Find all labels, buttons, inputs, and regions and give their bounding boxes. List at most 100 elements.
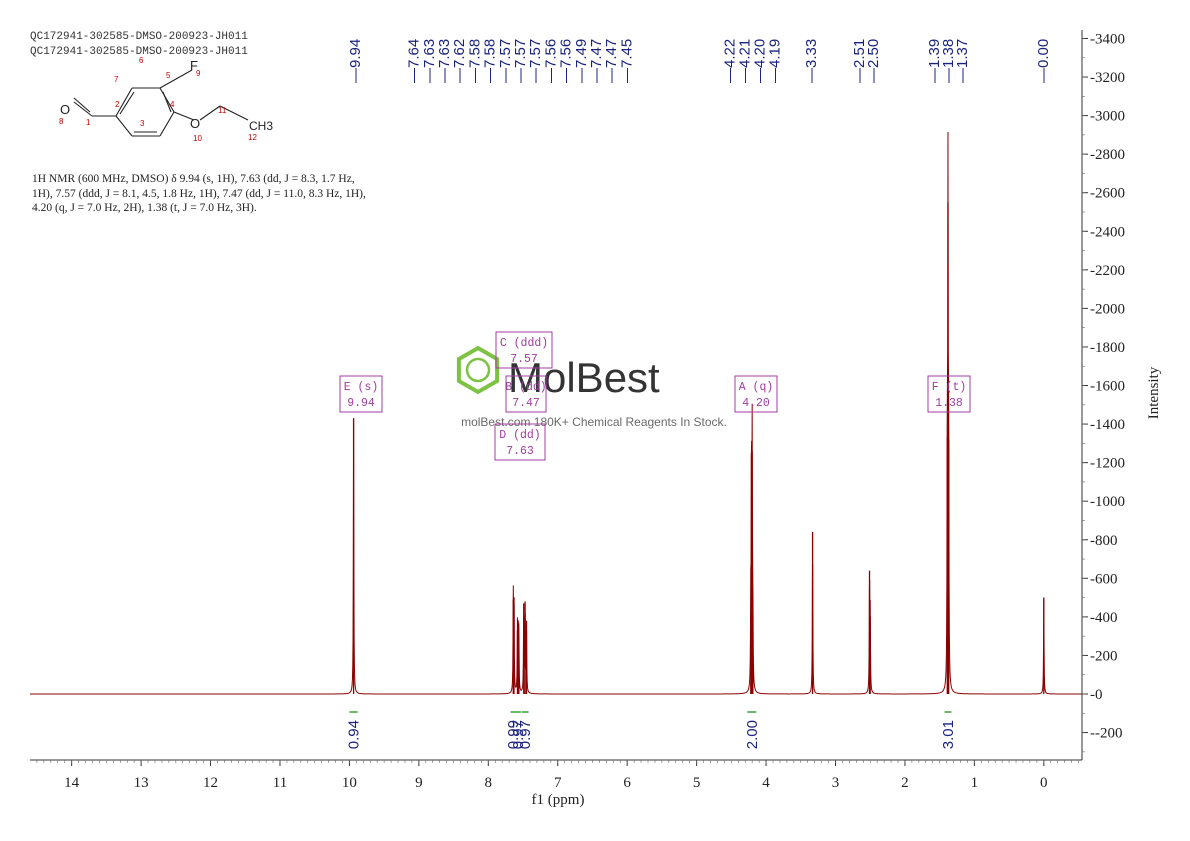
multiplet-type: E (s) — [344, 381, 379, 394]
peak-label: —7.62 — [451, 39, 468, 83]
peak-label: —1.38 — [940, 39, 957, 83]
y-tick-label: -1800 — [1090, 340, 1125, 356]
x-tick-label: 9 — [415, 775, 423, 791]
watermark: MolBest molBest.com 180K+ Chemical Reagen… — [456, 345, 727, 429]
multiplet-shift: 4.20 — [742, 397, 770, 410]
x-tick-label: 14 — [64, 775, 80, 791]
x-tick-label: 8 — [485, 775, 493, 791]
watermark-tagline: molBest.com 180K+ Chemical Reagents In S… — [461, 415, 727, 429]
sample-id-line: QC172941-302585-DMSO-200923-JH011 — [30, 46, 248, 58]
hexagon-logo-icon — [456, 345, 500, 395]
multiplet-shift: 9.94 — [347, 397, 375, 410]
y-tick-label: -600 — [1090, 571, 1118, 587]
y-tick-label: -200 — [1090, 648, 1118, 664]
peak-label: —4.22 — [722, 39, 739, 83]
y-tick-label: -3000 — [1090, 109, 1125, 125]
x-tick-label: 0 — [1040, 775, 1048, 791]
atom-label: F — [190, 58, 198, 73]
y-tick-label: -800 — [1090, 533, 1118, 549]
peak-label: —0.00 — [1035, 39, 1052, 83]
nmr-description: 1H NMR (600 MHz, DMSO) δ 9.94 (s, 1H), 7… — [32, 173, 366, 214]
x-tick-label: 5 — [693, 775, 701, 791]
integral-label: 0.97 — [517, 720, 534, 749]
x-tick-label: 7 — [554, 775, 562, 791]
y-tick-label: -2800 — [1090, 147, 1125, 163]
peak-label: —1.39 — [926, 39, 943, 83]
peak-label: —2.51 — [851, 39, 868, 83]
peak-label: —7.64 — [406, 39, 423, 83]
x-tick-label: 6 — [623, 775, 631, 791]
peak-label: —7.47 — [588, 39, 605, 83]
atom-label: 8 — [59, 117, 64, 126]
y-tick-label: -3400 — [1090, 31, 1125, 47]
integral-label: 3.01 — [940, 720, 957, 749]
integral-label: 0.97 — [510, 720, 527, 749]
spectrum-line — [30, 131, 1082, 695]
peak-label: —7.49 — [573, 39, 590, 83]
atom-label: O — [190, 116, 200, 131]
peak-label: —4.19 — [767, 39, 784, 83]
multiplet-box — [494, 423, 546, 461]
sample-id-block: QC172941-302585-DMSO-200923-JH011 QC1729… — [30, 30, 248, 60]
x-axis-label: f1 (ppm) — [532, 792, 585, 808]
atom-label: 2 — [115, 100, 120, 109]
atom-label: 6 — [139, 56, 144, 65]
y-tick-label: -1200 — [1090, 456, 1125, 472]
y-tick-label: -1600 — [1090, 379, 1125, 395]
y-axis-label: Intensity — [1146, 366, 1162, 419]
chemical-structure — [73, 69, 249, 137]
atom-label: 7 — [114, 75, 119, 84]
atom-label: 5 — [166, 71, 171, 80]
y-tick-label: -1000 — [1090, 494, 1125, 510]
x-tick-label: 4 — [762, 775, 770, 791]
multiplet-shift: 7.47 — [512, 397, 540, 410]
peak-label: —9.94 — [347, 39, 364, 83]
multiplet-box — [339, 375, 383, 413]
y-tick-label: -0 — [1090, 687, 1103, 703]
hexagon-logo-ring — [465, 357, 491, 383]
multiplet-box — [927, 375, 971, 413]
x-tick-label: 13 — [134, 775, 149, 791]
multiplet-box — [495, 331, 553, 369]
integral-label: 0.94 — [346, 720, 363, 749]
x-tick-label: 2 — [901, 775, 909, 791]
x-tick-label: 11 — [273, 775, 287, 791]
atom-label: 10 — [193, 134, 202, 143]
peak-label: —7.63 — [421, 39, 438, 83]
peak-label: —7.58 — [482, 39, 499, 83]
multiplet-shift: 1.38 — [935, 397, 963, 410]
y-tick-label: -400 — [1090, 610, 1118, 626]
peak-label: —4.20 — [752, 39, 769, 83]
peak-label: —7.47 — [603, 39, 620, 83]
atom-label: 4 — [170, 100, 175, 109]
y-tick-label: -2400 — [1090, 224, 1125, 240]
integral-label: 2.00 — [744, 720, 761, 749]
peak-label: —7.45 — [618, 39, 635, 83]
peak-label: —7.56 — [542, 39, 559, 83]
y-tick-label: --200 — [1090, 726, 1123, 742]
atom-label: 11 — [218, 106, 227, 115]
peak-label: —3.33 — [803, 39, 820, 83]
multiplet-type: D (dd) — [499, 429, 540, 442]
peak-label: —7.56 — [558, 39, 575, 83]
peak-label: —4.21 — [737, 39, 754, 83]
y-tick-label: -2200 — [1090, 263, 1125, 279]
peak-label: —7.57 — [527, 39, 544, 83]
peak-label: —1.37 — [954, 39, 971, 83]
x-tick-label: 3 — [832, 775, 840, 791]
atom-label: 9 — [196, 69, 201, 78]
x-tick-label: 10 — [342, 775, 357, 791]
atom-label: CH3 — [249, 119, 273, 133]
sample-id-line: QC172941-302585-DMSO-200923-JH011 — [30, 31, 248, 43]
peak-label: —2.50 — [865, 39, 882, 83]
multiplet-type: F (t) — [932, 381, 967, 394]
atom-label: 1 — [86, 118, 91, 127]
x-tick-label: 1 — [971, 775, 979, 791]
peak-label: —7.58 — [466, 39, 483, 83]
y-tick-label: -3200 — [1090, 70, 1125, 86]
multiplet-box — [734, 375, 778, 413]
peak-label: —7.57 — [512, 39, 529, 83]
multiplet-type: C (ddd) — [500, 337, 548, 350]
integral-label: 0.99 — [505, 720, 522, 749]
